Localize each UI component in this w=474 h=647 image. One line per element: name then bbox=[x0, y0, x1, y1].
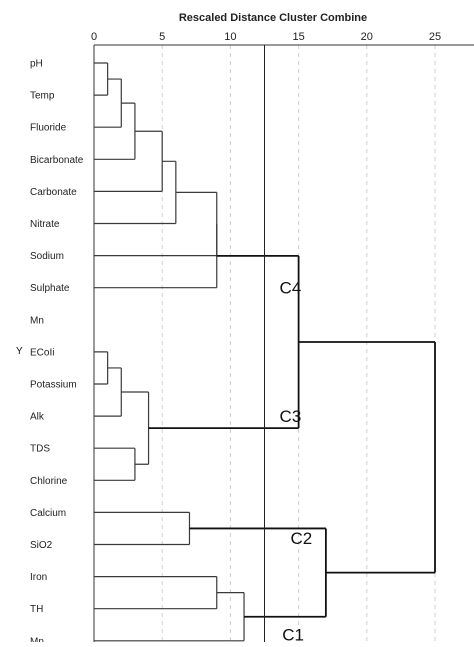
cluster-label: C4 bbox=[280, 279, 302, 298]
leaf-label: Fluoride bbox=[30, 123, 67, 134]
cluster-label: C1 bbox=[282, 625, 304, 642]
leaf-label: Potassium bbox=[30, 380, 77, 391]
leaf-label: SiO2 bbox=[30, 540, 53, 551]
tick-label: 25 bbox=[429, 31, 441, 43]
tick-label: 5 bbox=[159, 31, 165, 43]
leaf-label: Bicarbonate bbox=[30, 155, 84, 166]
link-m3 bbox=[94, 447, 136, 481]
leaf-label: Carbonate bbox=[30, 187, 77, 198]
dendrogram-links bbox=[94, 62, 436, 642]
chart-title: Rescaled Distance Cluster Combine bbox=[179, 12, 367, 24]
leaf-label: Sulphate bbox=[30, 283, 70, 294]
leaf-label: ECoIi bbox=[30, 347, 54, 358]
link-n3 bbox=[94, 102, 136, 160]
tick-label: 10 bbox=[224, 31, 236, 43]
leaf-label: Temp bbox=[30, 91, 55, 102]
tick-label: 20 bbox=[361, 31, 373, 43]
leaf-labels: pH Temp Fluoride Bicarbonate Carbonate Nitrat… bbox=[30, 59, 84, 647]
leaf-label: TDS bbox=[30, 444, 50, 455]
cluster-label: C3 bbox=[280, 407, 302, 426]
leaf-label: Sodium bbox=[30, 251, 64, 262]
tick-label: 0 bbox=[91, 31, 97, 43]
leaf-label: Alk bbox=[30, 412, 45, 423]
link-q2 bbox=[94, 592, 245, 642]
leaf-label: Nitrate bbox=[30, 219, 60, 230]
link-n4 bbox=[94, 130, 163, 192]
leaf-label: Mn bbox=[30, 315, 44, 326]
tick-label: 15 bbox=[292, 31, 304, 43]
leaf-label: pH bbox=[30, 59, 43, 70]
link-root bbox=[298, 341, 436, 574]
y-axis-name: Y bbox=[16, 346, 23, 357]
link-k1 bbox=[94, 511, 191, 546]
leaf-label: Chlorine bbox=[30, 476, 68, 487]
leaf-label: Mn bbox=[30, 636, 44, 642]
link-c12 bbox=[148, 254, 300, 430]
link-m1 bbox=[94, 351, 109, 385]
link-n1 bbox=[94, 62, 109, 96]
link-q1 bbox=[94, 576, 218, 610]
tick-labels: 0 5 10 15 20 25 bbox=[91, 31, 441, 43]
cluster-labels: C4 C3 C2 C1 bbox=[280, 279, 313, 645]
leaf-label: Iron bbox=[30, 572, 47, 583]
link-n5 bbox=[94, 160, 177, 225]
leaf-label: Calcium bbox=[30, 508, 66, 519]
cluster-label: C2 bbox=[290, 529, 312, 548]
leaf-label: TH bbox=[30, 604, 43, 615]
